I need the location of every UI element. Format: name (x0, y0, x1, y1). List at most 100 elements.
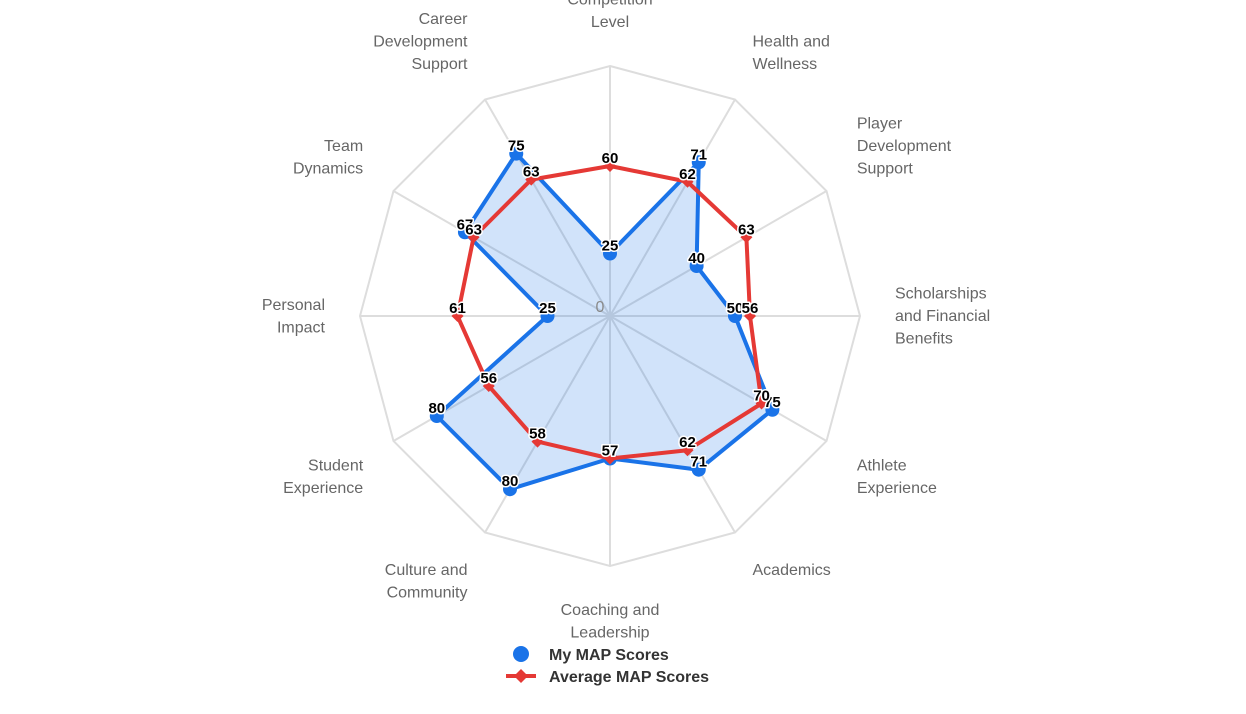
data-label: 56 (480, 370, 497, 387)
center-tick-label: 0 (596, 299, 605, 316)
my-map-scores-point[interactable] (689, 259, 704, 273)
average-map-scores-point[interactable] (482, 380, 495, 392)
legend-item-my-map-scores[interactable]: My MAP Scores (513, 646, 669, 664)
axis-label-line: Health and (753, 34, 830, 51)
data-label: 63 (738, 221, 755, 238)
axis-label-line: Support (857, 161, 914, 178)
axis-label-line: Leadership (570, 625, 649, 642)
radar-data-labels: 2571405075715780802567756062635670625758… (427, 136, 782, 492)
average-map-scores-point[interactable] (604, 452, 616, 465)
data-label: 63 (465, 221, 482, 238)
axis-label: Scholarships and Financial Benefits (895, 286, 990, 348)
axis-label: Player Development Support (857, 116, 952, 178)
legend-marker-diamond (514, 669, 528, 683)
axis-label: Student Experience (283, 458, 364, 498)
axis-label-line: Student (308, 458, 364, 475)
average-map-scores-point[interactable] (525, 173, 538, 186)
my-map-scores-point[interactable] (540, 309, 555, 323)
my-map-scores-point[interactable] (429, 409, 444, 423)
data-label: 80 (428, 400, 445, 417)
axis-label-line: Development (373, 34, 468, 51)
average-map-scores-point[interactable] (531, 435, 544, 448)
radar-axis-labels: Competition Level Health and Wellness Player… (262, 0, 990, 642)
average-map-scores-point[interactable] (681, 175, 694, 188)
data-label: 70 (753, 388, 770, 405)
average-map-scores-point[interactable] (755, 397, 768, 410)
axis-label: Coaching and Leadership (561, 602, 660, 642)
data-label: 58 (529, 426, 546, 443)
legend-label: My MAP Scores (549, 647, 669, 664)
axis-label: Culture and Community (385, 562, 468, 602)
average-map-scores-point[interactable] (744, 310, 756, 322)
grid-spoke (609, 190, 828, 317)
grid-spoke (609, 315, 828, 442)
data-label: 71 (690, 146, 707, 163)
my-map-scores-point[interactable] (765, 402, 780, 417)
axis-label-line: Development (857, 138, 952, 155)
axis-label: Health and Wellness (753, 34, 830, 74)
data-label: 62 (679, 434, 696, 451)
axis-label-line: Personal (262, 297, 325, 314)
my-map-scores-point[interactable] (691, 462, 706, 477)
grid-spoke (609, 98, 736, 317)
data-label: 56 (742, 300, 759, 317)
axis-label: Academics (753, 562, 831, 579)
data-label: 61 (449, 300, 466, 317)
average-map-scores-point[interactable] (467, 231, 480, 244)
my-map-scores-point[interactable] (728, 309, 742, 323)
data-label: 67 (457, 216, 474, 233)
my-map-scores-point[interactable] (503, 482, 517, 497)
axis-label: Personal Impact (262, 297, 326, 337)
data-label: 80 (502, 473, 519, 490)
axis-label-line: Competition (567, 0, 652, 9)
axis-label-line: Career (419, 11, 469, 28)
axis-label-line: Athlete (857, 458, 907, 475)
average-map-scores-point[interactable] (604, 160, 616, 172)
data-label: 25 (602, 238, 619, 255)
axis-label-line: Academics (753, 562, 831, 579)
axis-label-line: Impact (277, 319, 326, 336)
axis-label-line: Level (591, 14, 629, 31)
legend-label: Average MAP Scores (549, 669, 709, 686)
my-map-scores-point[interactable] (603, 246, 617, 261)
axis-label-line: Wellness (753, 56, 818, 73)
legend: My MAP Scores Average MAP Scores (506, 646, 709, 686)
data-label: 60 (602, 150, 619, 167)
axis-label-line: and Financial (895, 308, 990, 325)
data-label: 57 (602, 443, 619, 460)
axis-label-line: Culture and (385, 562, 468, 579)
average-map-scores-point[interactable] (740, 231, 753, 244)
data-label: 63 (523, 164, 540, 181)
my-map-scores-area (436, 153, 773, 490)
axis-label-line: Support (411, 56, 468, 73)
my-map-scores-point[interactable] (691, 155, 706, 170)
grid-spoke (392, 315, 611, 442)
axis-label: Team Dynamics (293, 138, 363, 178)
average-map-scores-point[interactable] (681, 444, 694, 457)
axis-label-line: Coaching and (561, 602, 660, 619)
data-label: 50 (727, 300, 744, 317)
radar-series (429, 146, 780, 497)
grid-spoke (609, 315, 736, 534)
axis-label-line: Experience (857, 480, 937, 497)
data-label: 75 (764, 394, 781, 411)
axis-label-line: Dynamics (293, 161, 363, 178)
axis-label: Competition Level (567, 0, 652, 31)
legend-marker-circle (513, 646, 529, 662)
legend-item-average-map-scores[interactable]: Average MAP Scores (506, 669, 709, 686)
data-label: 40 (688, 250, 705, 267)
my-map-scores-point[interactable] (457, 225, 472, 240)
data-label: 25 (539, 300, 556, 317)
data-label: 57 (602, 443, 619, 460)
average-map-scores-point[interactable] (451, 310, 464, 322)
axis-label: Career Development Support (373, 11, 468, 73)
data-label: 62 (679, 166, 696, 183)
my-map-scores-point[interactable] (509, 146, 524, 161)
axis-label-line: Scholarships (895, 286, 987, 303)
data-label: 75 (508, 138, 525, 155)
data-label: 71 (690, 454, 707, 471)
axis-label-line: Team (324, 138, 363, 155)
grid-spoke (484, 98, 611, 317)
